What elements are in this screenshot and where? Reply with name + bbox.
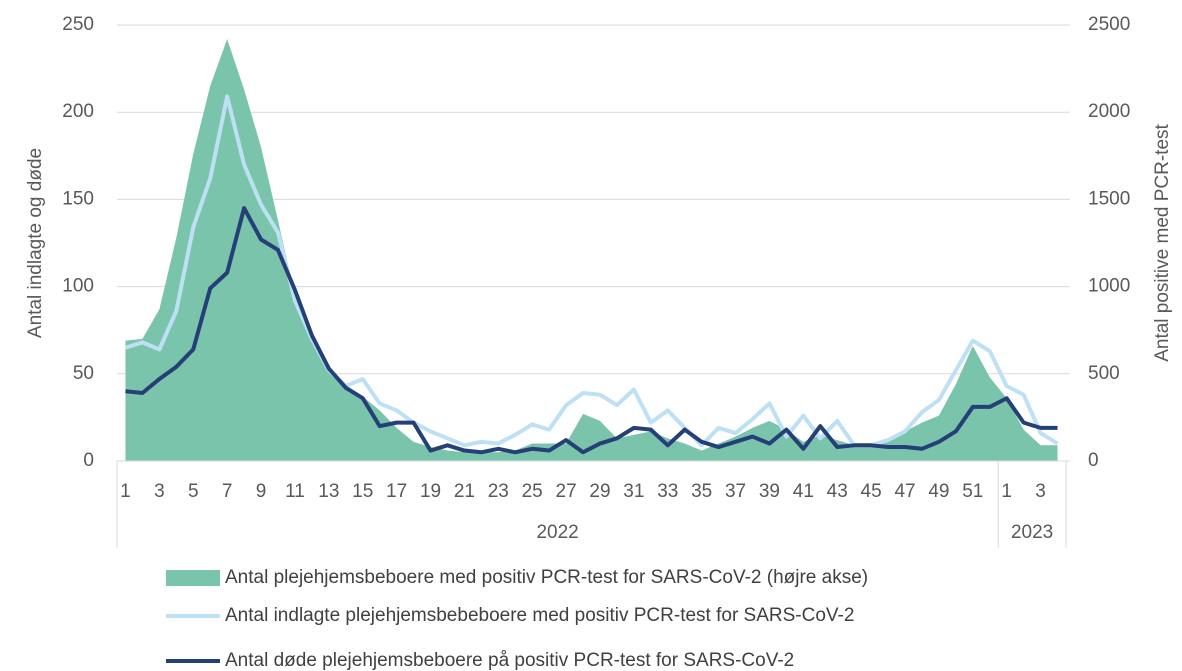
y-axis-title: Antal indlagte og døde [25,148,46,338]
legend-label: Antal indlagte plejehjemsbebeboere med p… [225,605,854,626]
x-tick-label: 27 [556,481,577,502]
x-group-label: 2023 [1011,522,1053,543]
y2-tick-label: 1000 [1088,276,1130,297]
y2-tick-label: 2000 [1088,101,1130,122]
y-tick-label: 50 [73,363,94,384]
y-tick-label: 250 [62,14,94,35]
x-tick-label: 21 [454,481,475,502]
x-tick-label: 1 [120,481,131,502]
x-tick-label: 37 [725,481,746,502]
x-tick-label: 29 [589,481,610,502]
x-tick-label: 25 [522,481,543,502]
area [125,38,1058,462]
x-tick-label: 3 [154,481,165,502]
y-tick-label: 150 [62,188,94,209]
y2-axis-title: Antal positive med PCR-test [1152,123,1173,361]
y-tick-label: 200 [62,101,94,122]
x-tick-label: 11 [285,481,305,502]
x-tick-label: 31 [623,481,644,502]
x-tick-label: 5 [188,481,199,502]
legend-label: Antal plejehjemsbeboere med positiv PCR-… [225,567,868,588]
y2-tick-label: 0 [1088,450,1099,471]
x-tick-label: 39 [759,481,780,502]
x-tick-label: 43 [827,481,848,502]
y2-tick-label: 2500 [1088,14,1130,35]
x-tick-label: 49 [928,481,949,502]
x-tick-label: 3 [1035,481,1046,502]
x-tick-label: 19 [420,481,441,502]
x-tick-label: 15 [352,481,373,502]
x-tick-label: 17 [386,481,407,502]
y2-tick-label: 1500 [1088,188,1130,209]
x-tick-label: 35 [691,481,712,502]
x-tick-label: 41 [793,481,814,502]
y2-tick-label: 500 [1088,363,1120,384]
y-tick-label: 100 [62,276,94,297]
x-group-label: 2022 [536,522,578,543]
legend-swatch [166,570,220,586]
line [125,206,1058,455]
line [124,94,1059,448]
x-tick-label: 7 [222,481,233,502]
x-tick-label: 9 [256,481,267,502]
x-tick-label: 47 [894,481,915,502]
x-tick-label: 1 [1001,481,1012,502]
x-tick-label: 13 [318,481,339,502]
x-tick-label: 23 [488,481,509,502]
x-tick-label: 51 [962,481,983,502]
legend-label: Antal døde plejehjemsbeboere på positiv … [225,650,794,671]
x-tick-label: 33 [657,481,678,502]
x-tick-label: 45 [861,481,882,502]
y-tick-label: 0 [83,450,94,471]
